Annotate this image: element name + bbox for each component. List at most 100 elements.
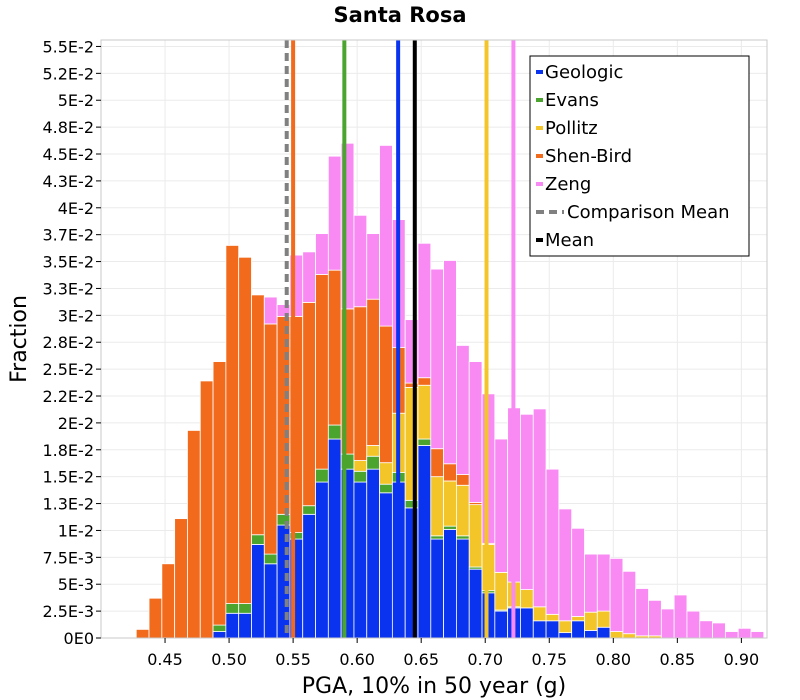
bar-zeng bbox=[315, 233, 329, 275]
mean-lines bbox=[284, 40, 516, 638]
bar-pollitz bbox=[584, 611, 598, 631]
bar-pollitz bbox=[558, 620, 573, 634]
legend-label: Mean bbox=[545, 230, 594, 251]
bar-zeng bbox=[750, 631, 765, 639]
y-tick-label: 4E-2 bbox=[58, 199, 94, 218]
legend-label: Evans bbox=[545, 90, 599, 111]
y-tick-label: 7.5E-3 bbox=[42, 548, 94, 567]
bar-pollitz bbox=[494, 571, 509, 611]
bar-evans bbox=[327, 424, 342, 440]
x-tick-label: 0.65 bbox=[403, 650, 439, 669]
bar-evans bbox=[263, 553, 278, 565]
y-tick-label: 4.3E-2 bbox=[42, 172, 94, 191]
bar-zeng bbox=[430, 268, 445, 450]
y-tick-label: 5E-2 bbox=[58, 91, 94, 110]
y-tick-label: 3E-2 bbox=[58, 306, 94, 325]
bar-pollitz bbox=[443, 480, 457, 527]
bar-geologic bbox=[327, 438, 342, 639]
bar-geologic bbox=[251, 544, 265, 639]
y-tick-label: 3.7E-2 bbox=[42, 226, 94, 245]
bar-zeng bbox=[545, 468, 560, 615]
bar-shen-bird bbox=[238, 256, 252, 604]
bar-shen-bird bbox=[366, 298, 380, 446]
x-axis-ticks: 0.45 0.50 0.55 0.60 0.65 0.70 0.75 0.80 0.85 0.90 bbox=[147, 638, 759, 669]
bar-evans bbox=[456, 535, 470, 540]
bar-pollitz bbox=[417, 384, 432, 440]
y-tick-label: 3.3E-2 bbox=[42, 279, 94, 298]
bar-pollitz bbox=[609, 631, 624, 639]
bar-shen-bird bbox=[135, 628, 150, 639]
bar-zeng bbox=[571, 527, 585, 617]
bar-zeng bbox=[520, 413, 534, 591]
bar-geologic bbox=[443, 528, 457, 639]
bar-geologic bbox=[520, 607, 534, 639]
legend-label: Shen-Bird bbox=[545, 146, 632, 167]
bar-zeng bbox=[584, 553, 598, 613]
bar-pollitz bbox=[532, 606, 547, 622]
bar-shen-bird bbox=[430, 448, 445, 478]
y-tick-label: 2.5E-2 bbox=[42, 360, 94, 379]
legend: Geologic Evans Pollitz Shen-Bird Zeng Compari… bbox=[529, 55, 750, 257]
bar-evans bbox=[417, 438, 432, 446]
bar-shen-bird bbox=[315, 274, 329, 470]
x-tick-label: 0.70 bbox=[467, 650, 503, 669]
bar-shen-bird bbox=[327, 269, 342, 426]
bar-pollitz bbox=[571, 616, 585, 622]
bar-pollitz bbox=[379, 462, 393, 485]
bar-geologic bbox=[417, 445, 432, 639]
bar-geologic bbox=[430, 538, 445, 639]
y-tick-label: 1E-2 bbox=[58, 521, 94, 540]
bar-zeng bbox=[699, 620, 713, 639]
bar-shen-bird bbox=[353, 306, 368, 461]
bar-zeng bbox=[648, 599, 662, 637]
bar-shen-bird bbox=[161, 563, 176, 639]
bar-pollitz bbox=[468, 504, 483, 568]
bar-zeng bbox=[712, 622, 726, 639]
bar-evans bbox=[353, 470, 368, 483]
bar-evans bbox=[366, 455, 380, 470]
bar-evans bbox=[315, 468, 329, 483]
bar-shen-bird bbox=[456, 474, 470, 486]
y-tick-label: 2.8E-2 bbox=[42, 333, 94, 352]
bar-shen-bird bbox=[443, 463, 457, 482]
bar-pollitz bbox=[596, 610, 611, 628]
bar-evans bbox=[302, 505, 316, 515]
y-tick-label: 1.8E-2 bbox=[42, 441, 94, 460]
bar-shen-bird bbox=[302, 302, 316, 507]
legend-label: Pollitz bbox=[545, 118, 598, 139]
x-tick-label: 0.85 bbox=[660, 650, 696, 669]
x-tick-label: 0.60 bbox=[339, 650, 375, 669]
bar-zeng bbox=[456, 345, 470, 475]
y-tick-label: 5.2E-2 bbox=[42, 64, 94, 83]
bar-shen-bird bbox=[212, 361, 227, 626]
legend-box bbox=[529, 55, 750, 257]
bar-zeng bbox=[353, 214, 368, 308]
y-tick-label: 0E0 bbox=[64, 629, 94, 648]
chart-title: Santa Rosa bbox=[333, 3, 466, 27]
bar-geologic bbox=[456, 538, 470, 639]
y-tick-label: 4.5E-2 bbox=[42, 145, 94, 164]
bar-geologic bbox=[532, 620, 547, 639]
x-tick-label: 0.90 bbox=[724, 650, 760, 669]
bar-pollitz bbox=[456, 484, 470, 537]
y-axis-title: Fraction bbox=[7, 295, 32, 383]
y-tick-label: 3.5E-2 bbox=[42, 253, 94, 272]
bar-pollitz bbox=[520, 589, 534, 609]
bar-zeng bbox=[622, 570, 637, 635]
bar-geologic bbox=[225, 612, 240, 639]
bar-evans bbox=[251, 534, 265, 545]
bar-zeng bbox=[379, 145, 393, 327]
legend-label: Geologic bbox=[545, 62, 623, 83]
bar-evans bbox=[238, 603, 252, 614]
bar-evans bbox=[443, 525, 457, 530]
bar-zeng bbox=[609, 558, 624, 632]
bar-pollitz bbox=[430, 476, 445, 537]
bar-geologic bbox=[584, 630, 598, 639]
bar-zeng bbox=[443, 260, 457, 465]
x-tick-label: 0.75 bbox=[531, 650, 567, 669]
bar-zeng bbox=[263, 296, 278, 325]
bar-geologic bbox=[276, 524, 291, 639]
bar-zeng bbox=[558, 508, 573, 622]
bar-zeng bbox=[596, 553, 611, 612]
y-tick-label: 2.2E-2 bbox=[42, 387, 94, 406]
